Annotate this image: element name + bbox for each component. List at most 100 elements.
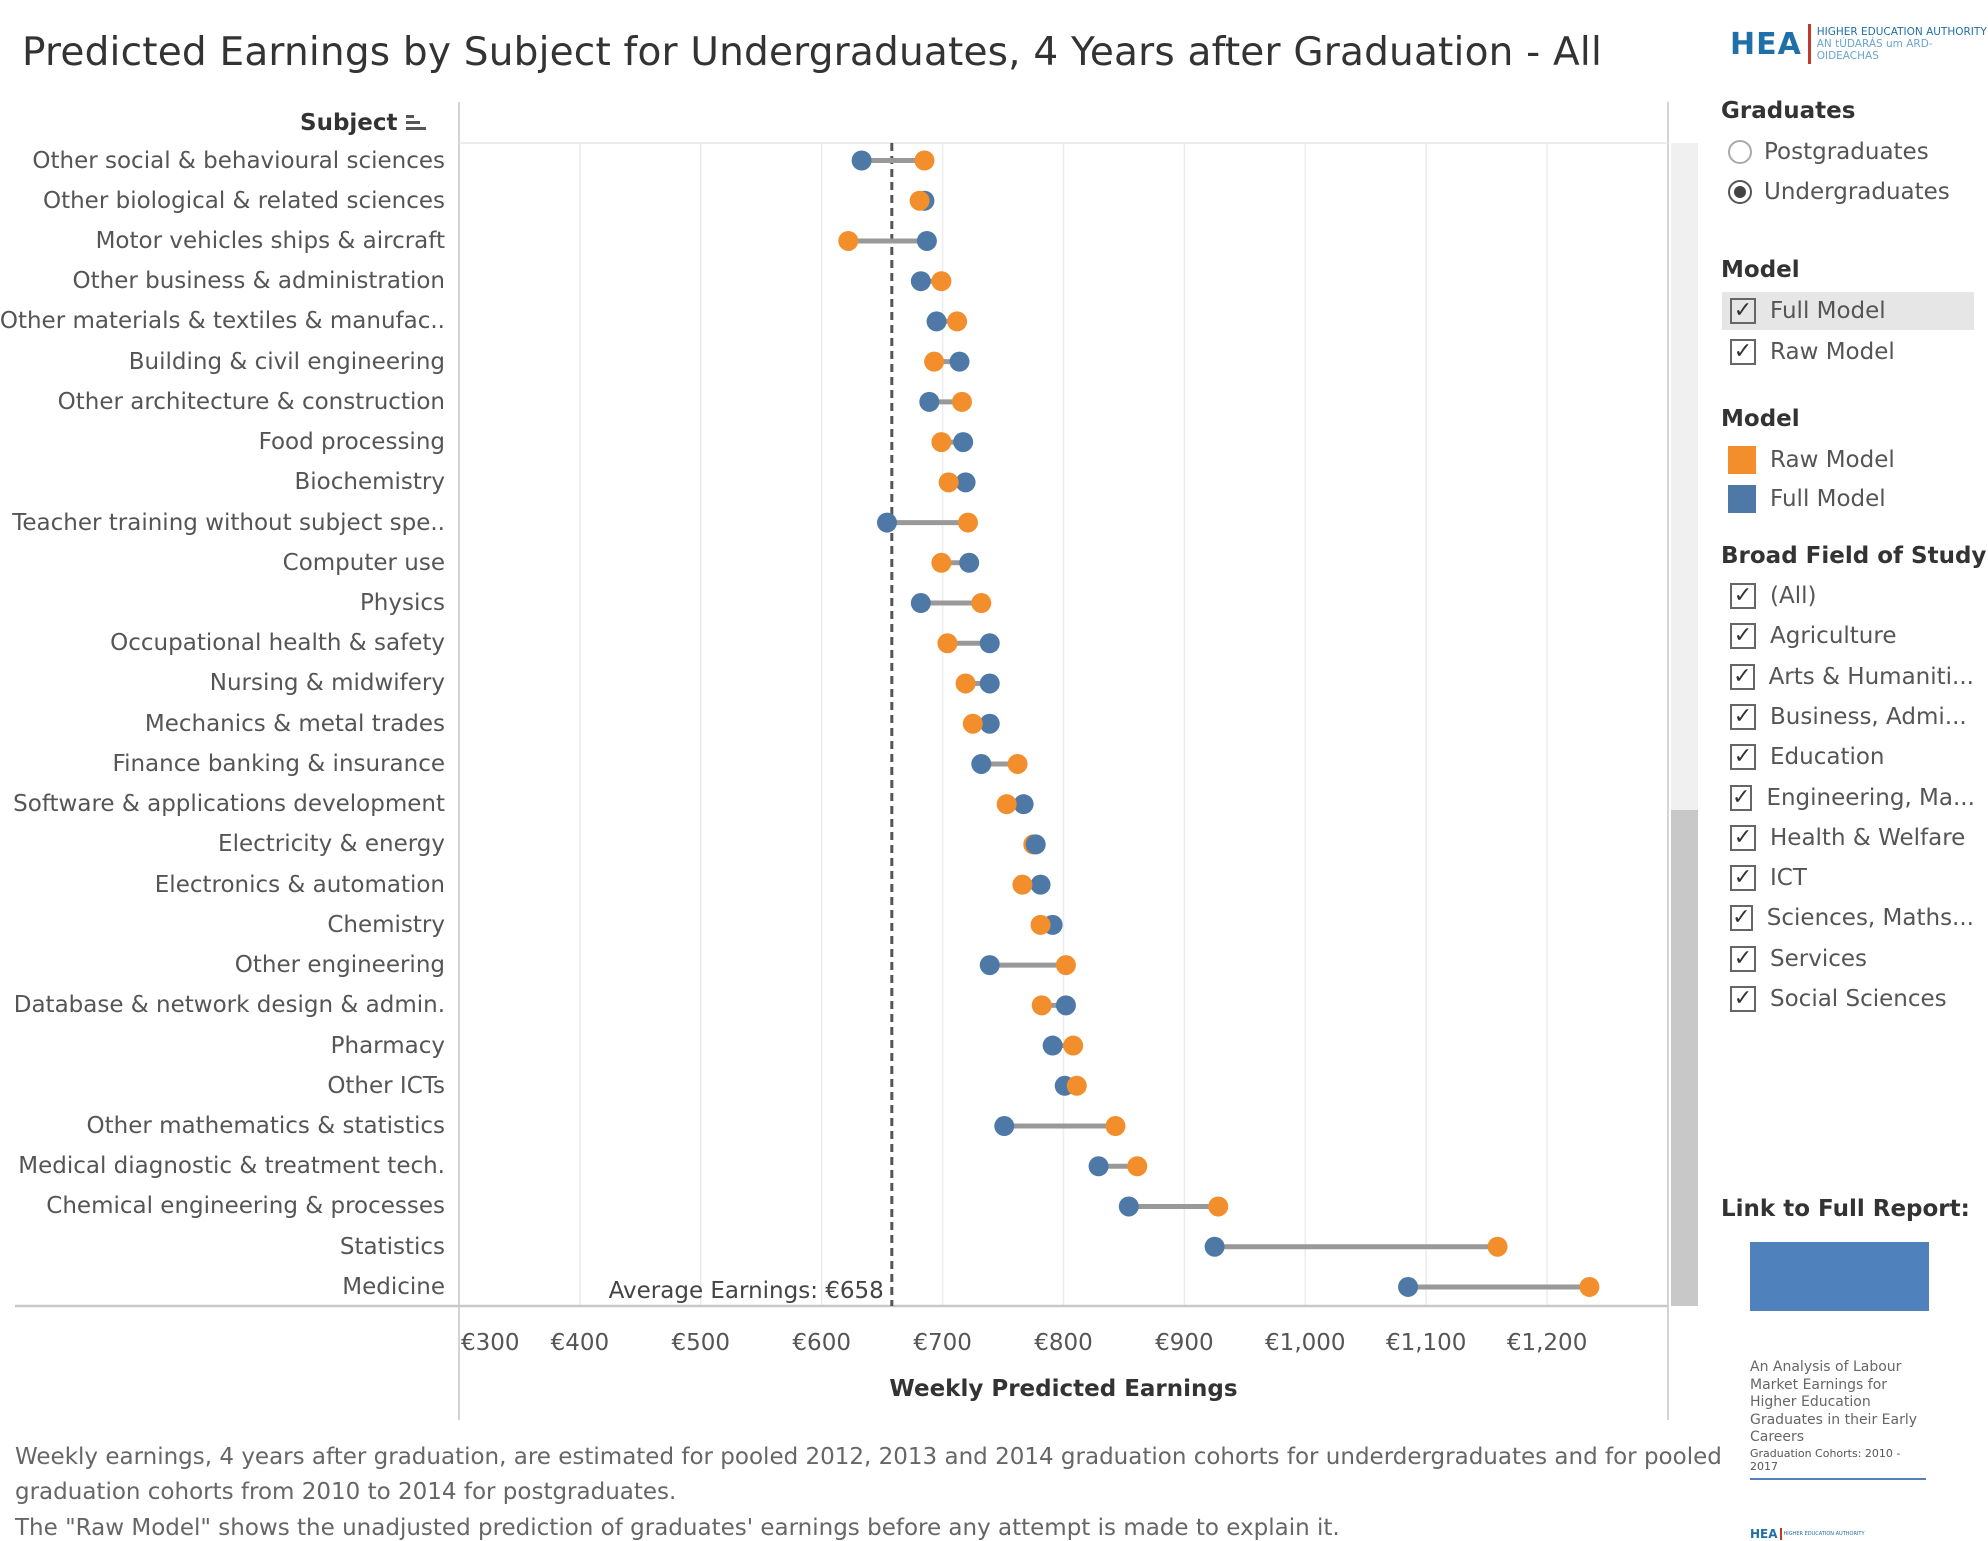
full-model-dot[interactable] bbox=[1055, 995, 1076, 1016]
raw-model-dot[interactable] bbox=[1063, 1035, 1084, 1056]
radio-postgraduates[interactable]: Postgraduates bbox=[1722, 133, 1974, 171]
raw-model-dot[interactable] bbox=[931, 271, 952, 292]
full-model-dot[interactable] bbox=[994, 1116, 1015, 1137]
checkbox-checked-icon[interactable]: ✓ bbox=[1730, 784, 1753, 811]
full-model-dot[interactable] bbox=[876, 512, 897, 533]
row-label: Electronics & automation bbox=[154, 871, 445, 898]
checkbox-full-model[interactable]: ✓ Full Model bbox=[1722, 292, 1974, 330]
scrollbar-thumb[interactable] bbox=[1671, 810, 1698, 1306]
row-label: Occupational health & safety bbox=[110, 630, 445, 657]
full-model-dot[interactable] bbox=[926, 311, 947, 332]
report-cover-image[interactable] bbox=[1750, 1242, 1929, 1311]
raw-model-dot[interactable] bbox=[838, 230, 859, 251]
full-model-dot[interactable] bbox=[1025, 834, 1046, 855]
full-model-dot[interactable] bbox=[1030, 874, 1051, 895]
checkbox-label: Business, Admi... bbox=[1770, 703, 1967, 730]
x-axis-ticks: €300 €400 €500 €600 €700 €800 €900 €1,000 €1,100… bbox=[461, 1330, 1587, 1356]
row-label: Other materials & textiles & manufac.. bbox=[0, 308, 445, 335]
full-model-dot[interactable] bbox=[979, 673, 1000, 694]
checkbox-field-6[interactable]: ✓ Health & Welfare bbox=[1722, 819, 1974, 857]
checkbox-field-1[interactable]: ✓ Agriculture bbox=[1722, 617, 1974, 655]
checkbox-checked-icon[interactable]: ✓ bbox=[1730, 583, 1756, 609]
raw-model-dot[interactable] bbox=[909, 190, 930, 211]
raw-model-dot[interactable] bbox=[1487, 1236, 1508, 1257]
row-label: Medicine bbox=[342, 1273, 445, 1300]
checkbox-checked-icon[interactable]: ✓ bbox=[1730, 703, 1756, 730]
legend-item-full-model[interactable]: Full Model bbox=[1722, 480, 1974, 518]
raw-model-dot[interactable] bbox=[947, 311, 968, 332]
full-model-dot[interactable] bbox=[949, 351, 970, 372]
full-model-dot[interactable] bbox=[1088, 1156, 1109, 1177]
raw-model-dot[interactable] bbox=[931, 552, 952, 573]
checkbox-checked-icon[interactable]: ✓ bbox=[1730, 744, 1756, 771]
full-model-dot[interactable] bbox=[979, 713, 1000, 734]
checkbox-checked-icon[interactable]: ✓ bbox=[1730, 298, 1756, 324]
raw-model-dot[interactable] bbox=[996, 794, 1017, 815]
checkbox-field-9[interactable]: ✓ Services bbox=[1722, 940, 1974, 978]
checkbox-field-4[interactable]: ✓ Education bbox=[1722, 738, 1974, 776]
checkbox-checked-icon[interactable]: ✓ bbox=[1730, 623, 1756, 650]
raw-model-dot[interactable] bbox=[971, 593, 992, 614]
raw-model-dot[interactable] bbox=[937, 633, 958, 654]
full-model-dot[interactable] bbox=[971, 753, 992, 774]
checkbox-checked-icon[interactable]: ✓ bbox=[1730, 824, 1756, 851]
radio-selected-icon[interactable] bbox=[1728, 180, 1752, 204]
checkbox-checked-icon[interactable]: ✓ bbox=[1730, 986, 1756, 1012]
raw-model-dot[interactable] bbox=[931, 432, 952, 453]
full-model-dot[interactable] bbox=[910, 593, 931, 614]
checkbox-raw-model[interactable]: ✓ Raw Model bbox=[1722, 333, 1974, 371]
full-model-dot[interactable] bbox=[955, 472, 976, 493]
full-report-link[interactable]: An Analysis of Labour Market Earnings fo… bbox=[1750, 1242, 1930, 1480]
raw-model-dot[interactable] bbox=[957, 512, 978, 533]
raw-model-dot[interactable] bbox=[1031, 995, 1052, 1016]
raw-model-dot[interactable] bbox=[1030, 914, 1051, 935]
raw-model-dot[interactable] bbox=[1007, 753, 1028, 774]
raw-model-dot[interactable] bbox=[924, 351, 945, 372]
full-model-dot[interactable] bbox=[1042, 1035, 1063, 1056]
checkbox-checked-icon[interactable]: ✓ bbox=[1730, 945, 1756, 972]
footnote-2: graduation cohorts from 2010 to 2014 for… bbox=[15, 1479, 677, 1505]
radio-empty-icon[interactable] bbox=[1728, 140, 1752, 164]
full-model-dot[interactable] bbox=[1204, 1236, 1225, 1257]
checkbox-checked-icon[interactable]: ✓ bbox=[1730, 339, 1756, 365]
raw-model-dot[interactable] bbox=[951, 391, 972, 412]
full-model-dot[interactable] bbox=[979, 955, 1000, 976]
full-model-dot[interactable] bbox=[1118, 1196, 1139, 1217]
checkbox-field-7[interactable]: ✓ ICT bbox=[1722, 859, 1974, 897]
raw-model-dot[interactable] bbox=[938, 472, 959, 493]
full-model-dot[interactable] bbox=[1013, 794, 1034, 815]
raw-model-dot[interactable] bbox=[1012, 874, 1033, 895]
checkbox-checked-icon[interactable]: ✓ bbox=[1730, 865, 1756, 892]
radio-undergraduates[interactable]: Undergraduates bbox=[1722, 173, 1974, 211]
full-model-dot[interactable] bbox=[851, 150, 872, 171]
checkbox-field-8[interactable]: ✓ Sciences, Maths... bbox=[1722, 899, 1974, 937]
full-model-dot[interactable] bbox=[959, 552, 980, 573]
checkbox-label: Engineering, Ma... bbox=[1766, 784, 1975, 811]
full-model-dot[interactable] bbox=[1398, 1276, 1419, 1297]
checkbox-field-10[interactable]: ✓ Social Sciences bbox=[1722, 980, 1974, 1018]
checkbox-field-2[interactable]: ✓ Arts & Humaniti... bbox=[1722, 658, 1974, 696]
sort-icon[interactable] bbox=[405, 114, 426, 132]
raw-model-dot[interactable] bbox=[955, 673, 976, 694]
raw-model-dot[interactable] bbox=[1208, 1196, 1229, 1217]
checkbox-field-3[interactable]: ✓ Business, Admi... bbox=[1722, 698, 1974, 736]
subject-header[interactable]: Subject bbox=[300, 110, 426, 136]
full-model-dot[interactable] bbox=[916, 230, 937, 251]
raw-model-dot[interactable] bbox=[962, 713, 983, 734]
raw-model-dot[interactable] bbox=[1579, 1276, 1600, 1297]
checkbox-field-0[interactable]: ✓ (All) bbox=[1722, 577, 1974, 615]
checkbox-checked-icon[interactable]: ✓ bbox=[1730, 663, 1755, 690]
legend-item-raw-model[interactable]: Raw Model bbox=[1722, 441, 1974, 479]
full-model-dot[interactable] bbox=[979, 633, 1000, 654]
raw-model-dot[interactable] bbox=[1066, 1075, 1087, 1096]
full-model-dot[interactable] bbox=[919, 391, 940, 412]
full-model-dot[interactable] bbox=[910, 271, 931, 292]
raw-model-dot[interactable] bbox=[1127, 1156, 1148, 1177]
full-model-dot[interactable] bbox=[953, 432, 974, 453]
report-link-title: Link to Full Report: bbox=[1721, 1196, 1970, 1222]
raw-model-dot[interactable] bbox=[1055, 955, 1076, 976]
raw-model-dot[interactable] bbox=[1105, 1116, 1126, 1137]
checkbox-field-5[interactable]: ✓ Engineering, Ma... bbox=[1722, 779, 1975, 817]
raw-model-dot[interactable] bbox=[914, 150, 935, 171]
checkbox-checked-icon[interactable]: ✓ bbox=[1730, 905, 1753, 932]
